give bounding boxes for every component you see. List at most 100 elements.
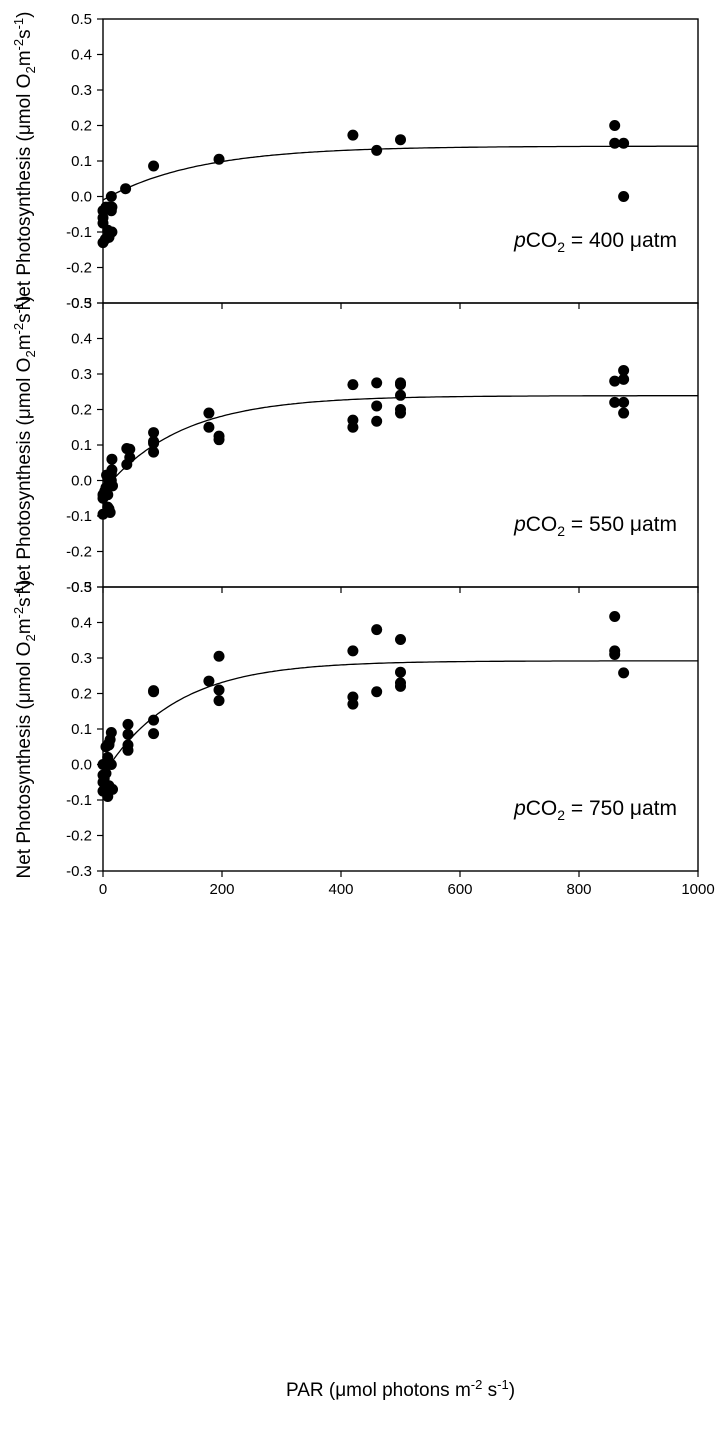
data-point [618,667,630,679]
data-point [371,624,383,636]
data-point [148,446,160,458]
data-point [371,377,383,389]
y-tick-label: 0.2 [71,402,92,419]
data-point [213,695,225,707]
data-point [203,407,215,419]
data-point [102,489,114,501]
data-point [104,506,116,518]
data-point [100,767,112,779]
data-point [395,634,406,646]
pco2-annotation: pCO2 = 550 μatm [513,513,677,539]
y-tick-label: 0.0 [71,757,92,774]
y-tick-label: -0.1 [66,224,92,241]
data-point [371,400,383,412]
y-tick-label: -0.1 [66,508,92,525]
data-point [122,744,134,756]
x-axis-label: PAR (μmol photons m-2 s-1) [286,1377,515,1401]
x-tick-label: 600 [447,881,472,898]
data-point [148,160,160,172]
data-point [213,434,225,446]
x-tick-label: 200 [209,881,234,898]
data-point [107,480,119,492]
data-point [213,650,225,662]
data-point [120,183,132,195]
data-point [618,364,630,376]
data-point [122,718,134,730]
data-point [347,645,359,657]
y-tick-label: 0.1 [71,153,92,170]
plot-frame [102,586,699,872]
data-point [618,407,630,419]
y-tick-label: 0.5 [71,11,92,28]
data-point [395,666,406,678]
data-point [371,415,383,427]
x-tick-label: 800 [566,881,591,898]
y-tick-label: 0.1 [71,721,92,738]
data-point [618,396,630,408]
data-point [609,648,621,660]
chart-panel-top: 0.5 0.4 0.3 0.2 0.1 0.0 -0.1 -0.2 -0.3 Net Photos… [11,11,699,312]
data-point [371,686,383,698]
data-point [609,610,621,622]
plot-frame [102,302,699,588]
y-tick-label: 0.1 [71,437,92,454]
x-tick-label: 0 [99,881,107,898]
y-tick-label: -0.2 [66,828,92,845]
y-axis-label: Net Photosynthesis (μmol O2m-2s-1) [11,580,38,879]
data-point [609,375,621,387]
pco2-annotation: pCO2 = 750 μatm [513,797,677,823]
data-point [148,714,160,726]
x-tick-label: 400 [328,881,353,898]
data-point [105,191,117,202]
y-axis-label: Net Photosynthesis (μmol O2m-2s-1) [11,296,38,595]
data-point [148,728,160,740]
y-axis-label: Net Photosynthesis (μmol O2m-2s-1) [11,12,38,311]
y-tick-label: -0.2 [66,260,92,277]
data-point [395,134,406,146]
data-point [203,421,215,433]
data-point [618,373,630,385]
y-tick-label: 0.0 [71,189,92,206]
y-tick-label: 0.5 [71,579,92,596]
data-point [395,407,406,419]
y-tick-label: 0.4 [71,331,92,348]
y-tick-label: 0.0 [71,473,92,490]
data-point [609,120,621,131]
data-point [371,144,383,156]
y-tick-label: 0.2 [71,118,92,135]
data-point [347,421,359,433]
y-tick-label: 0.3 [71,82,92,99]
data-point [213,684,225,696]
y-tick-label: 0.3 [71,366,92,383]
y-tick-label: -0.1 [66,792,92,809]
data-point [148,686,160,698]
fit-curve [102,660,698,776]
data-point [395,680,406,692]
data-point [213,153,225,165]
data-point [106,226,118,238]
data-point [106,201,118,213]
data-point [106,464,118,476]
data-point [203,675,215,687]
y-tick-label: -0.2 [66,544,92,561]
data-point [609,396,621,408]
y-tick-label: -0.3 [66,863,92,880]
y-tick-label: 0.5 [71,295,92,312]
y-tick-label: -0.3 [66,579,92,596]
y-tick-label: 0.4 [71,615,92,632]
chart-panel-middle: 0.5 0.4 0.3 0.2 0.1 0.0 -0.1 -0.2 -0.3 Net Photos… [11,295,699,596]
data-point [148,427,160,439]
data-point [124,443,136,455]
data-point [105,759,117,770]
data-point [609,137,621,149]
data-point [347,379,359,391]
plot-frame [102,18,699,304]
data-point [395,379,406,391]
y-tick-label: 0.4 [71,47,92,64]
data-point [124,451,136,463]
pco2-annotation: pCO2 = 400 μatm [513,229,677,255]
data-point [106,453,118,465]
data-point [122,728,134,740]
y-tick-label: 0.2 [71,686,92,703]
chart-panel-bottom: 0.5 0.4 0.3 0.2 0.1 0.0 -0.1 -0.2 -0.3 0 200 400 600… [11,579,715,1401]
